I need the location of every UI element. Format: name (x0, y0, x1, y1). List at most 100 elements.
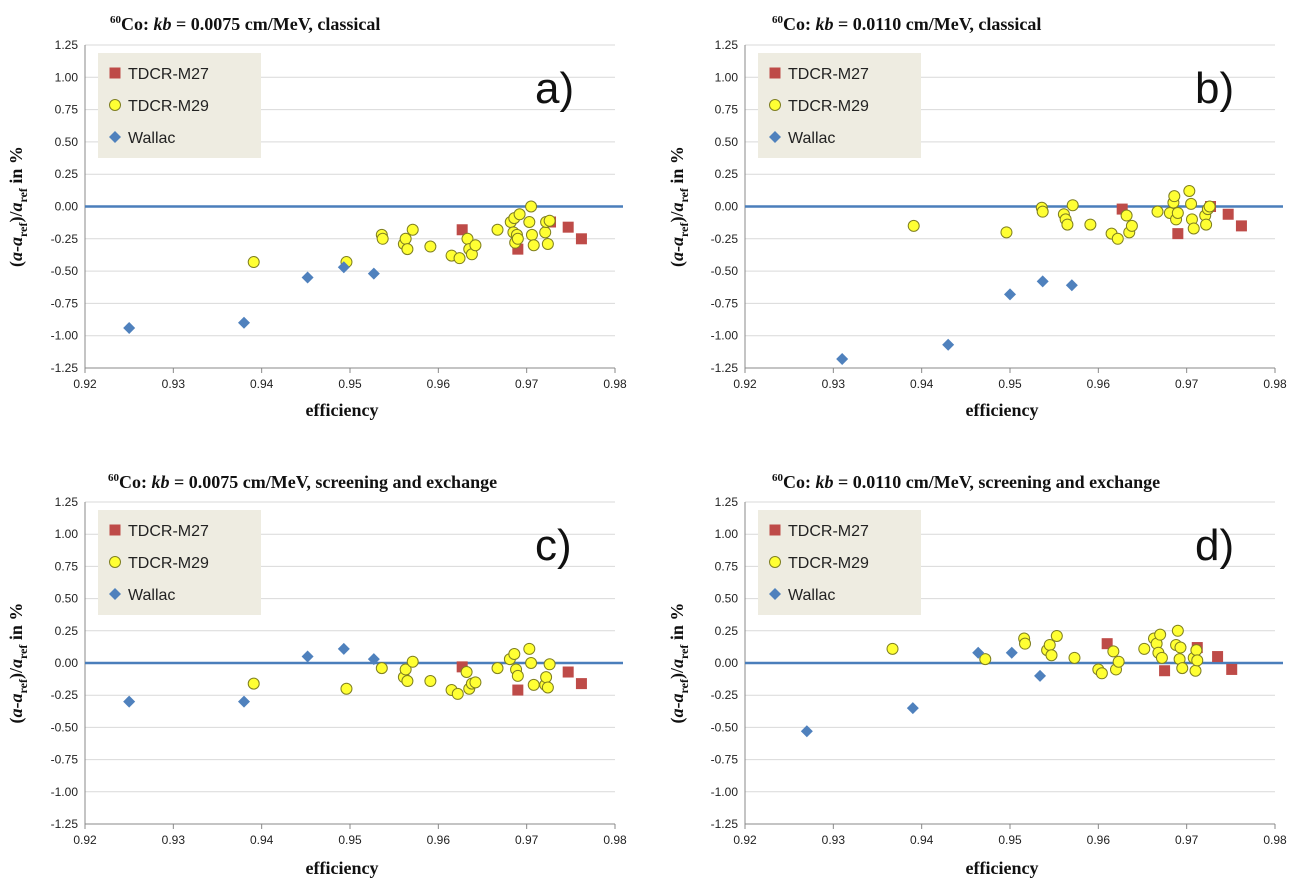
y-axis-label: (a-aref)/aref in % (6, 146, 30, 267)
data-point-tdcr-m29 (1138, 642, 1151, 655)
panel-label: a) (535, 64, 574, 113)
legend: TDCR-M27 TDCR-M29 Wallac (98, 510, 261, 615)
x-tick-label: 0.97 (1175, 377, 1199, 391)
series-tdcr-m29 (907, 184, 1216, 245)
legend: TDCR-M27 TDCR-M29 Wallac (98, 53, 261, 158)
data-point-tdcr-m29 (1189, 664, 1202, 677)
legend-label: TDCR-M29 (128, 98, 209, 115)
data-point-tdcr-m29 (1061, 218, 1074, 231)
x-tick-label: 0.98 (1263, 377, 1287, 391)
y-tick-label: 0.50 (715, 592, 739, 606)
data-point-tdcr-m27 (456, 661, 468, 673)
data-point-tdcr-m29 (340, 682, 353, 695)
y-tick-label: 1.25 (715, 495, 739, 509)
legend-label: TDCR-M29 (788, 98, 869, 115)
y-tick-label: 0.25 (715, 624, 739, 638)
data-point-tdcr-m29 (540, 671, 553, 684)
chart-title: 60Co: kb = 0.0075 cm/MeV, screening and … (108, 472, 497, 492)
data-point-tdcr-m29 (1125, 219, 1138, 232)
y-tick-label: -0.25 (711, 232, 739, 246)
series-wallac (123, 642, 380, 708)
y-tick-label: 1.25 (55, 495, 79, 509)
data-point-tdcr-m29 (1176, 662, 1189, 675)
data-point-wallac (337, 642, 350, 655)
data-point-wallac (972, 646, 985, 659)
data-point-tdcr-m27 (1235, 220, 1247, 232)
legend-marker-tdcr-m29 (769, 99, 781, 111)
data-point-tdcr-m29 (527, 678, 540, 691)
data-point-wallac (301, 271, 314, 284)
data-point-tdcr-m29 (511, 669, 524, 682)
data-point-tdcr-m29 (406, 655, 419, 668)
data-point-tdcr-m29 (1095, 667, 1108, 680)
data-point-tdcr-m29 (511, 232, 524, 245)
y-tick-label: 1.25 (715, 38, 739, 52)
data-point-tdcr-m29 (1151, 205, 1164, 218)
series-wallac (123, 261, 380, 334)
data-point-tdcr-m29 (375, 662, 388, 675)
data-point-tdcr-m29 (1120, 209, 1133, 222)
x-tick-label: 0.95 (998, 377, 1022, 391)
data-point-tdcr-m29 (1183, 184, 1196, 197)
x-tick-label: 0.95 (338, 833, 362, 847)
y-tick-label: -1.00 (51, 785, 79, 799)
legend-marker-tdcr-m27 (769, 524, 781, 536)
data-point-wallac (367, 267, 380, 280)
data-point-tdcr-m29 (1174, 641, 1187, 654)
x-tick-label: 0.94 (910, 377, 934, 391)
y-tick-label: 0.75 (55, 559, 79, 573)
legend-box (758, 53, 921, 158)
legend-label: TDCR-M27 (788, 523, 869, 540)
data-point-tdcr-m29 (491, 223, 504, 236)
legend-box (98, 53, 261, 158)
data-point-tdcr-m29 (979, 653, 992, 666)
data-point-wallac (906, 702, 919, 715)
panel-label: b) (1195, 64, 1234, 113)
x-tick-label: 0.92 (733, 833, 757, 847)
x-tick-label: 0.94 (250, 833, 274, 847)
data-point-tdcr-m27 (575, 678, 587, 690)
x-tick-label: 0.95 (998, 833, 1022, 847)
data-point-tdcr-m29 (451, 687, 464, 700)
chart-panel-2: 1.25 1.00 0.75 0.50 0.25 0.00 -0.25 -0.50 -0.75 -… (667, 14, 1287, 420)
y-tick-label: -0.25 (51, 232, 79, 246)
chart-title: 60Co: kb = 0.0075 cm/MeV, classical (110, 14, 380, 34)
data-point-tdcr-m27 (575, 233, 587, 245)
data-point-tdcr-m29 (541, 237, 554, 250)
data-point-tdcr-m27 (1212, 651, 1224, 663)
legend-marker-tdcr-m29 (109, 556, 121, 568)
y-tick-label: -1.00 (51, 329, 79, 343)
data-point-wallac (1004, 288, 1016, 301)
data-point-tdcr-m29 (1068, 651, 1081, 664)
x-tick-label: 0.96 (1087, 833, 1111, 847)
x-tick-label: 0.93 (162, 377, 186, 391)
legend: TDCR-M27 TDCR-M29 Wallac (758, 53, 921, 158)
y-tick-label: 1.00 (55, 527, 79, 541)
data-point-tdcr-m29 (424, 240, 437, 253)
legend-marker-wallac (769, 588, 781, 600)
y-tick-label: -0.50 (711, 264, 739, 278)
y-tick-label: 1.25 (55, 38, 79, 52)
data-point-wallac (337, 261, 350, 274)
y-tick-label: 0.75 (715, 103, 739, 117)
y-tick-label: 0.50 (55, 592, 79, 606)
legend-marker-wallac (109, 588, 121, 600)
data-point-wallac (836, 352, 849, 365)
data-point-tdcr-m29 (1043, 638, 1056, 651)
y-tick-label: -0.50 (711, 720, 739, 734)
legend-label: TDCR-M27 (788, 66, 869, 83)
y-tick-label: 0.00 (715, 656, 739, 670)
data-point-tdcr-m29 (406, 223, 419, 236)
y-tick-label: 0.75 (715, 559, 739, 573)
x-tick-label: 0.97 (515, 377, 539, 391)
panel-label: c) (535, 521, 572, 570)
x-tick-label: 0.97 (515, 833, 539, 847)
data-point-tdcr-m29 (491, 662, 504, 675)
x-tick-label: 0.96 (1087, 377, 1111, 391)
y-tick-label: -1.25 (711, 817, 739, 831)
x-tick-label: 0.93 (822, 833, 846, 847)
y-tick-label: -0.50 (51, 720, 79, 734)
y-tick-label: 0.00 (55, 200, 79, 214)
y-tick-label: -0.75 (51, 296, 79, 310)
